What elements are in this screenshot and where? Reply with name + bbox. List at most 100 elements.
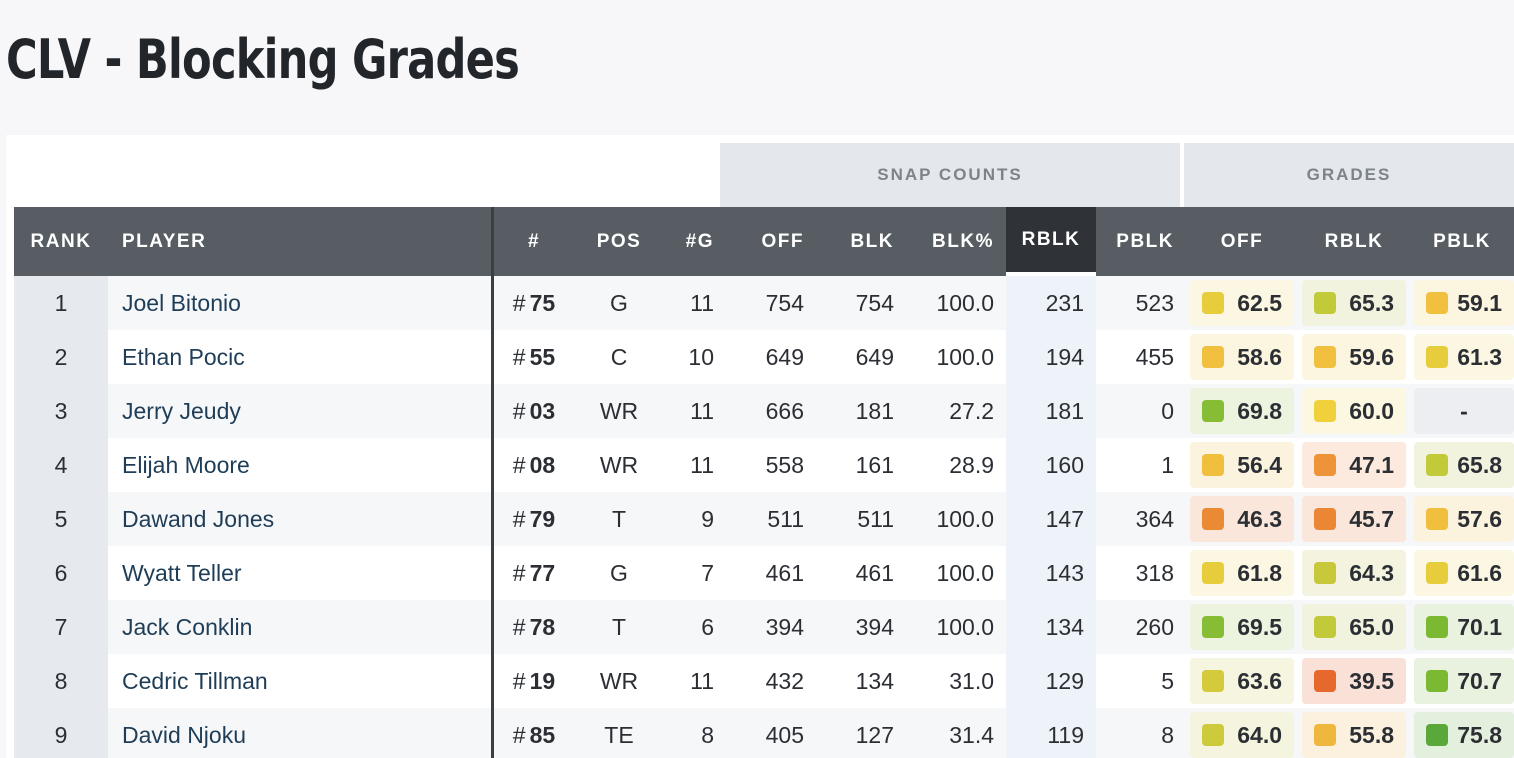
position-cell: T — [611, 505, 627, 532]
grade-pblk-value: 61.3 — [1457, 343, 1502, 370]
grade-pblk-value: 61.6 — [1457, 559, 1502, 586]
snaps-blk-cell: 461 — [855, 559, 894, 586]
grade-off-value: 69.5 — [1237, 613, 1282, 640]
column-header-grade-rblk[interactable]: RBLK — [1324, 230, 1384, 252]
player-name-link[interactable]: Jack Conklin — [122, 613, 253, 640]
snaps-pblk-cell: 455 — [1135, 343, 1174, 370]
snaps-blk-cell: 394 — [855, 613, 894, 640]
grade-pblk-cell: 61.3 — [1414, 334, 1514, 380]
position-cell: G — [610, 559, 628, 586]
table-row: 1 Joel Bitonio G 11 754 754 100.0 231 523 #75 62.5… — [14, 276, 1514, 330]
column-header-rank[interactable]: RANK — [30, 230, 92, 252]
grade-rblk-value: 64.3 — [1349, 559, 1394, 586]
grade-color-swatch — [1426, 292, 1448, 314]
games-cell: 6 — [701, 613, 714, 640]
frozen-column-divider — [491, 207, 494, 758]
grade-color-swatch — [1202, 292, 1224, 314]
grade-rblk-cell: 59.6 — [1302, 334, 1406, 380]
snaps-pblk-cell: 5 — [1161, 667, 1174, 694]
jersey-number-cell: #55 — [494, 330, 574, 384]
grade-pblk-value: 57.6 — [1457, 505, 1502, 532]
grade-rblk-cell: 60.0 — [1302, 388, 1406, 434]
column-header-rblk-sorted[interactable]: RBLK — [1006, 207, 1096, 276]
snaps-blk-cell: 649 — [855, 343, 894, 370]
column-header-jersey[interactable]: # — [527, 230, 541, 252]
table-row: 4 Elijah Moore WR 11 558 161 28.9 160 1 #08 56.4 47… — [14, 438, 1514, 492]
column-header-player[interactable]: PLAYER — [122, 230, 207, 252]
snaps-pblk-cell: 364 — [1135, 505, 1174, 532]
grade-off-cell: 56.4 — [1190, 442, 1294, 488]
games-cell: 7 — [701, 559, 714, 586]
jersey-number-cell: #79 — [494, 492, 574, 546]
grade-off-cell: 64.0 — [1190, 712, 1294, 758]
jersey-number-cell: #03 — [494, 384, 574, 438]
grade-color-swatch — [1202, 670, 1224, 692]
jersey-prefix: # — [512, 343, 526, 370]
grade-color-swatch — [1426, 616, 1448, 638]
column-header-pos[interactable]: POS — [596, 230, 642, 252]
grade-pblk-value: 65.8 — [1457, 451, 1502, 478]
table-row: 2 Ethan Pocic C 10 649 649 100.0 194 455 #55 58.6 5… — [14, 330, 1514, 384]
jersey-prefix: # — [512, 559, 526, 586]
position-cell: WR — [599, 451, 639, 478]
jersey-prefix: # — [512, 451, 526, 478]
player-name-link[interactable]: Joel Bitonio — [122, 289, 241, 316]
grade-pblk-value: 75.8 — [1457, 721, 1502, 748]
snaps-pblk-cell: 1 — [1161, 451, 1174, 478]
grade-pblk-cell: 75.8 — [1414, 712, 1514, 758]
grade-pblk-cell: 70.1 — [1414, 604, 1514, 650]
grade-off-cell: 69.5 — [1190, 604, 1294, 650]
grade-rblk-cell: 45.7 — [1302, 496, 1406, 542]
column-header-games[interactable]: #G — [685, 230, 714, 252]
player-name-link[interactable]: Dawand Jones — [122, 505, 275, 532]
jersey-number-cell: #78 — [494, 600, 574, 654]
snaps-off-cell: 754 — [765, 289, 804, 316]
grade-off-value: 61.8 — [1237, 559, 1282, 586]
column-header-pblk[interactable]: PBLK — [1116, 230, 1174, 252]
player-name-link[interactable]: Jerry Jeudy — [122, 397, 241, 424]
player-name-link[interactable]: David Njoku — [122, 721, 246, 748]
grade-off-cell: 46.3 — [1190, 496, 1294, 542]
player-name-link[interactable]: Elijah Moore — [122, 451, 250, 478]
snaps-blk-cell: 134 — [855, 667, 894, 694]
grade-rblk-cell: 65.0 — [1302, 604, 1406, 650]
snap-counts-group-header: SNAP COUNTS — [720, 143, 1180, 207]
snaps-rblk-cell: 134 — [1006, 600, 1096, 654]
jersey-number-cell: #85 — [494, 708, 574, 758]
blocking-grades-table: SNAP COUNTS GRADES RANK PLAYER # POS #G … — [6, 135, 1514, 758]
column-header-snaps-off[interactable]: OFF — [761, 230, 804, 252]
snaps-blk-cell: 511 — [857, 505, 894, 532]
player-name-link[interactable]: Cedric Tillman — [122, 667, 268, 694]
grade-rblk-value: 59.6 — [1349, 343, 1394, 370]
column-header-grade-off[interactable]: OFF — [1220, 230, 1264, 252]
jersey-number-cell: #19 — [494, 654, 574, 708]
snaps-off-cell: 405 — [765, 721, 804, 748]
blk-pct-cell: 27.2 — [949, 397, 994, 424]
snaps-rblk-cell: 143 — [1006, 546, 1096, 600]
grade-rblk-cell: 65.3 — [1302, 280, 1406, 326]
blk-pct-cell: 100.0 — [936, 343, 994, 370]
grade-rblk-cell: 47.1 — [1302, 442, 1406, 488]
snaps-rblk-cell: 147 — [1006, 492, 1096, 546]
column-header-blk[interactable]: BLK — [850, 230, 894, 252]
grade-color-swatch — [1202, 346, 1224, 368]
column-header-grade-pblk[interactable]: PBLK — [1433, 230, 1491, 252]
position-cell: TE — [604, 721, 634, 748]
player-name-link[interactable]: Ethan Pocic — [122, 343, 245, 370]
jersey-number: 03 — [529, 397, 556, 424]
jersey-number: 79 — [529, 505, 556, 532]
blk-pct-cell: 31.4 — [949, 721, 994, 748]
column-header-blk-pct[interactable]: BLK% — [932, 230, 994, 252]
grade-pblk-value: - — [1460, 397, 1468, 424]
grade-color-swatch — [1314, 508, 1336, 530]
grade-rblk-value: 60.0 — [1349, 397, 1394, 424]
grade-color-swatch — [1202, 724, 1224, 746]
table-row: 6 Wyatt Teller G 7 461 461 100.0 143 318 #77 61.8 6… — [14, 546, 1514, 600]
grade-pblk-cell: 61.6 — [1414, 550, 1514, 596]
jersey-number-cell: #75 — [494, 276, 574, 330]
player-name-link[interactable]: Wyatt Teller — [122, 559, 242, 586]
grade-color-swatch — [1426, 670, 1448, 692]
grade-rblk-value: 55.8 — [1349, 721, 1394, 748]
grade-off-value: 64.0 — [1237, 721, 1282, 748]
grade-color-swatch — [1314, 616, 1336, 638]
